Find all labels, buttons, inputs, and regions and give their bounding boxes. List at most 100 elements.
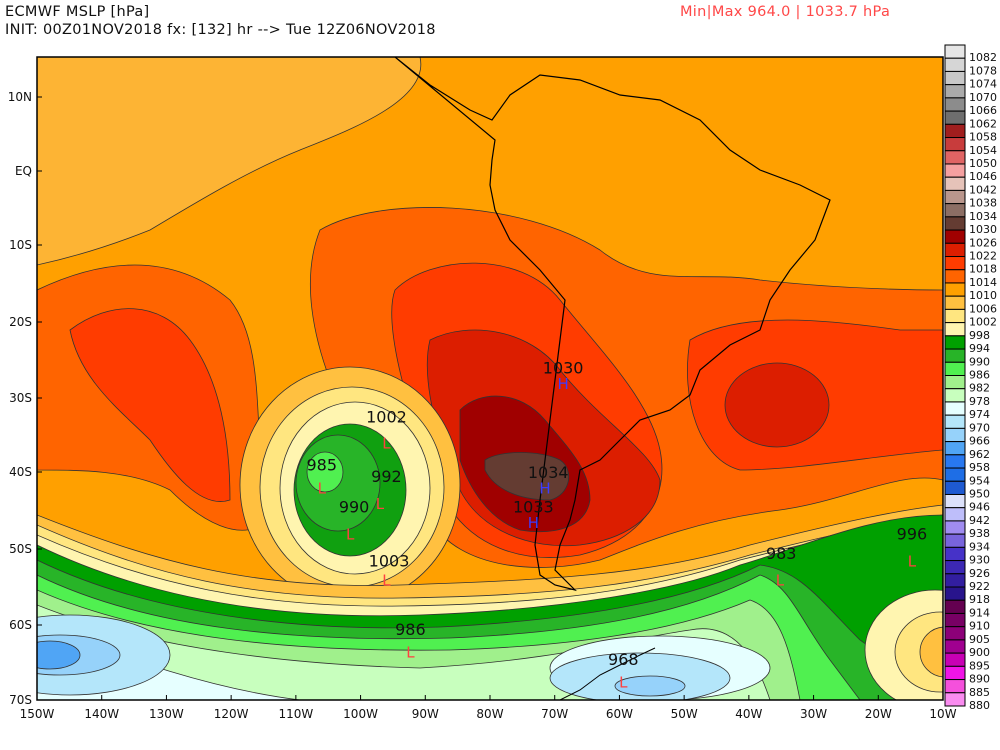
contour-1006-northwest [37, 57, 422, 266]
colorbar-swatch [944, 97, 966, 112]
colorbar-label: 1066 [969, 104, 997, 117]
colorbar-swatch [944, 322, 966, 337]
colorbar-label: 978 [969, 395, 990, 408]
lon-tick-label: 120W [214, 707, 249, 721]
init-forecast-time: INIT: 00Z01NOV2018 fx: [132] hr --> Tue … [5, 22, 436, 38]
colorbar-swatch [944, 533, 966, 548]
lon-tick-label: 130W [149, 707, 184, 721]
colorbar-swatch [944, 110, 966, 125]
colorbar-label: 1018 [969, 263, 997, 276]
contour-1018-west [69, 308, 231, 502]
colorbar-swatch [944, 203, 966, 218]
low-pressure-marker: L [346, 526, 355, 544]
lon-tick-label: 10W [929, 707, 956, 721]
lon-tick-label: 110W [278, 707, 313, 721]
contour-label: 1003 [369, 551, 410, 570]
colorbar-swatch [944, 256, 966, 271]
contour-label: 1002 [366, 408, 407, 427]
colorbar-swatch [944, 44, 966, 59]
contour-label: 1030 [543, 359, 584, 378]
colorbar-swatch [944, 665, 966, 681]
colorbar-label: 905 [969, 633, 990, 646]
colorbar-swatch [944, 123, 966, 139]
colorbar-swatch [944, 612, 966, 628]
colorbar-swatch [944, 692, 966, 707]
colorbar-label: 974 [969, 408, 990, 421]
lon-tick-label: 50W [671, 707, 698, 721]
colorbar-swatch [944, 573, 966, 588]
colorbar-label: 1062 [969, 117, 997, 130]
colorbar-label: 990 [969, 355, 990, 368]
colorbar-swatch [944, 70, 966, 86]
colorbar-label: 914 [969, 606, 990, 619]
colorbar-label: 1034 [969, 210, 997, 223]
colorbar-label: 900 [969, 646, 990, 659]
colorbar-swatch [944, 176, 966, 191]
colorbar-swatch [944, 467, 966, 482]
lon-tick-label: 80W [476, 707, 503, 721]
lon-tick-label: 30W [800, 707, 827, 721]
colorbar-swatch [944, 282, 966, 297]
colorbar-label: 1078 [969, 64, 997, 77]
colorbar-label: 890 [969, 673, 990, 686]
pressure-field [37, 57, 943, 700]
colorbar-swatch [944, 493, 966, 509]
colorbar-swatch [944, 414, 966, 429]
colorbar-swatch [944, 216, 966, 231]
colorbar-label: 934 [969, 540, 990, 553]
low-pressure-marker: L [406, 643, 415, 661]
min-max-readout: Min|Max 964.0 | 1033.7 hPa [680, 4, 891, 20]
chart-title: ECMWF MSLP [hPa] [5, 4, 150, 20]
low-pressure-marker: L [908, 552, 917, 570]
colorbar-label: 922 [969, 580, 990, 593]
colorbar-label: 1082 [969, 51, 997, 64]
colorbar-swatch [944, 626, 966, 641]
colorbar-label: 1030 [969, 223, 997, 236]
antarctic-peninsula-coastline [559, 647, 656, 700]
colorbar-swatch [944, 229, 966, 244]
lon-tick-label: 100W [343, 707, 378, 721]
high-pressure-marker: H [528, 514, 539, 532]
colorbar: 1082107810741070106610621058105410501046… [944, 44, 997, 712]
colorbar-label: 1054 [969, 144, 997, 157]
colorbar-label: 1042 [969, 183, 997, 196]
lat-tick-label: 50S [9, 542, 32, 556]
colorbar-swatch [944, 57, 966, 72]
lon-tick-label: 140W [84, 707, 119, 721]
colorbar-label: 1038 [969, 197, 997, 210]
low-pressure-marker: L [776, 571, 785, 589]
colorbar-label: 1002 [969, 316, 997, 329]
colorbar-swatch [944, 375, 966, 390]
contour-label: 1033 [513, 498, 554, 517]
lon-tick-label: 90W [412, 707, 439, 721]
low-pressure-marker: L [382, 571, 391, 589]
colorbar-label: 958 [969, 461, 990, 474]
colorbar-label: 1010 [969, 289, 997, 302]
lon-tick-label: 150W [20, 707, 55, 721]
lat-tick-label: 10S [9, 238, 32, 252]
high-pressure-marker: H [539, 479, 550, 497]
colorbar-swatch [944, 150, 966, 165]
colorbar-swatch [944, 137, 966, 152]
colorbar-label: 994 [969, 342, 990, 355]
colorbar-label: 942 [969, 514, 990, 527]
colorbar-label: 918 [969, 593, 990, 606]
colorbar-swatch [944, 507, 966, 522]
lat-tick-label: 40S [9, 465, 32, 479]
low-pressure-marker: L [318, 479, 327, 497]
colorbar-label: 1014 [969, 276, 997, 289]
contour-1022-east [724, 362, 830, 448]
colorbar-swatch [944, 520, 966, 535]
lat-tick-label: EQ [15, 164, 32, 178]
colorbar-swatch [944, 163, 966, 178]
contour-label: 983 [766, 544, 797, 563]
lon-tick-label: 40W [735, 707, 762, 721]
lat-tick-label: 70S [9, 693, 32, 707]
colorbar-swatch [944, 84, 966, 99]
colorbar-swatch [944, 599, 966, 614]
colorbar-label: 1058 [969, 131, 997, 144]
colorbar-label: 1070 [969, 91, 997, 104]
